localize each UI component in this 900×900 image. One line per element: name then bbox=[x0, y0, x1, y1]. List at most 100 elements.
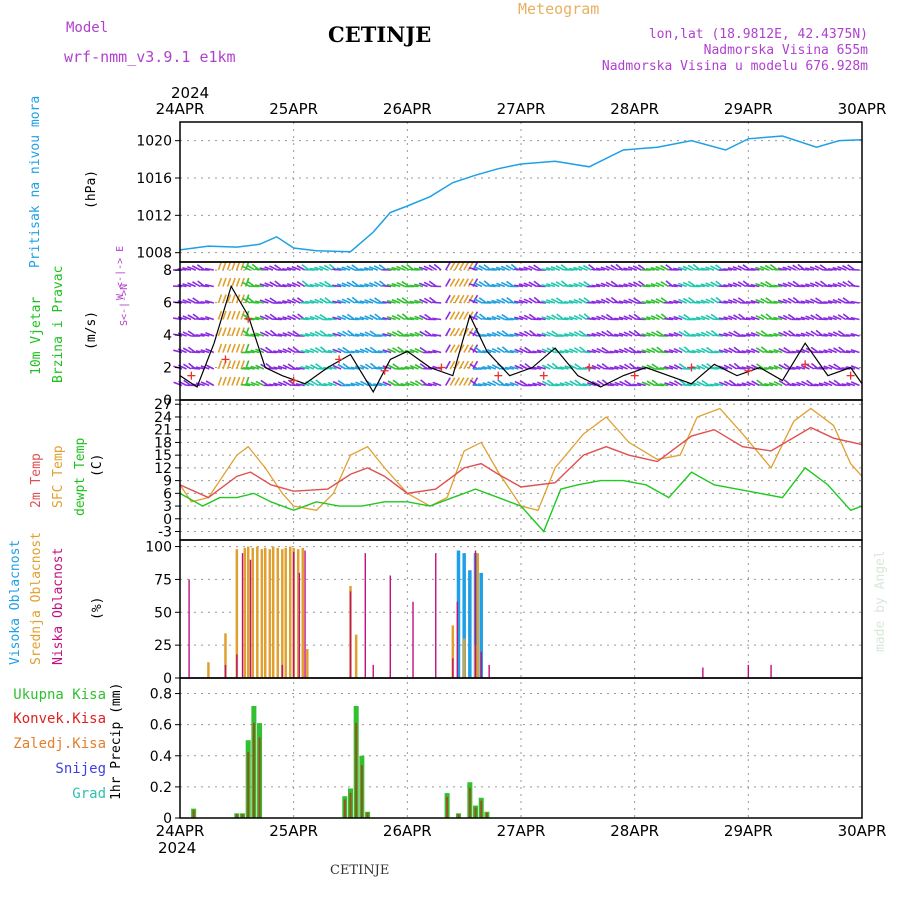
wind-arrow bbox=[651, 331, 660, 337]
wind-arrow bbox=[695, 284, 705, 288]
time-tick-bottom: 29APR bbox=[724, 822, 773, 840]
wind-arrow bbox=[609, 350, 619, 354]
wind-arrow bbox=[745, 333, 756, 337]
cloud-mid-bar bbox=[276, 547, 280, 678]
wind-arrow bbox=[191, 367, 201, 370]
wind-arrow bbox=[691, 317, 701, 321]
wind-arrow bbox=[387, 380, 397, 387]
wind-arrow bbox=[655, 298, 665, 304]
wind-arrow bbox=[796, 381, 806, 387]
wind-arrow bbox=[458, 311, 465, 320]
wind-arrow bbox=[364, 347, 374, 354]
wind-arrow bbox=[245, 350, 255, 354]
wind-arrow bbox=[518, 283, 528, 288]
wind-arrow bbox=[678, 347, 688, 354]
wind-arrow bbox=[195, 350, 205, 354]
wind-arrow bbox=[746, 365, 756, 370]
wind-arrow bbox=[432, 333, 442, 337]
wind-arrow bbox=[463, 278, 470, 287]
wind-arrow bbox=[373, 281, 383, 288]
wind-arrow bbox=[528, 297, 538, 304]
wind-arrow bbox=[468, 266, 478, 271]
wind-arrow bbox=[691, 301, 701, 304]
wind-arrow bbox=[583, 264, 592, 271]
wind-arrow bbox=[404, 333, 415, 337]
wind-arrow bbox=[732, 266, 742, 271]
wind-arrow bbox=[310, 364, 319, 370]
cloud-low-bar bbox=[236, 654, 238, 678]
wind-arrow bbox=[555, 281, 565, 288]
wind-arrow bbox=[346, 281, 356, 288]
precip-conv-bar bbox=[247, 751, 250, 818]
wind-arrow bbox=[773, 316, 783, 321]
wind-arrow bbox=[814, 367, 824, 370]
wind-arrow bbox=[723, 364, 733, 370]
wind-arrow bbox=[254, 284, 264, 288]
wind-arrow bbox=[445, 344, 451, 353]
cloud-low-bar bbox=[298, 572, 301, 678]
cloud-low-bar bbox=[474, 550, 477, 678]
wind-arrow bbox=[660, 281, 669, 288]
wind-arrow bbox=[828, 348, 838, 354]
wind-arrow bbox=[601, 314, 610, 321]
wind-arrow bbox=[222, 327, 227, 337]
wind-arrow bbox=[200, 300, 210, 304]
wind-arrow bbox=[486, 316, 496, 321]
wind-arrow bbox=[486, 348, 496, 354]
time-tick-top: 26APR bbox=[383, 100, 432, 118]
wind-arrow bbox=[705, 282, 715, 288]
wind-arrow bbox=[309, 283, 319, 288]
wind-arrow bbox=[800, 332, 810, 337]
wind-arrow bbox=[845, 317, 855, 321]
y-tick-label: 25 bbox=[154, 638, 172, 654]
wind-arrow bbox=[532, 366, 542, 370]
wind-arrow bbox=[550, 266, 560, 271]
wind-arrow bbox=[458, 377, 465, 386]
wind-arrow bbox=[591, 268, 601, 271]
wind-arrow bbox=[182, 267, 192, 271]
wind-arrow bbox=[195, 366, 205, 370]
wind-arrow bbox=[823, 317, 833, 321]
precip-conv-bar bbox=[366, 812, 369, 818]
wind-arrow bbox=[222, 294, 227, 304]
wind-arrow bbox=[337, 331, 347, 337]
wind-arrow bbox=[254, 268, 264, 271]
wind-arrow bbox=[296, 264, 306, 271]
wind-arrow bbox=[609, 382, 619, 387]
y-tick-label: 4 bbox=[163, 328, 172, 344]
wind-arrow bbox=[413, 267, 424, 271]
wind-arrow bbox=[673, 315, 683, 321]
wind-arrow bbox=[217, 376, 223, 386]
wind-arrow bbox=[714, 382, 724, 387]
wind-arrow bbox=[554, 367, 565, 370]
wind-arrow bbox=[277, 285, 287, 288]
wind-arrow bbox=[619, 364, 628, 370]
y-tick-label: 0 bbox=[163, 811, 172, 827]
wind-arrow bbox=[723, 380, 733, 387]
wind-arrow bbox=[805, 331, 815, 337]
wind-arrow bbox=[226, 310, 232, 320]
wind-arrow bbox=[454, 344, 460, 353]
cloud-low-bar bbox=[452, 658, 454, 678]
wind-arrow bbox=[304, 284, 314, 288]
wind-arrow bbox=[791, 334, 801, 337]
wind-arrow bbox=[359, 300, 369, 304]
wind-arrow bbox=[564, 333, 574, 337]
wind-arrow bbox=[700, 315, 710, 321]
wind-arrow bbox=[695, 268, 705, 271]
wind-arrow bbox=[773, 380, 783, 387]
wind-arrow bbox=[732, 298, 742, 304]
wind-arrow bbox=[187, 330, 197, 337]
wind-arrow bbox=[217, 277, 223, 287]
wind-arrow bbox=[414, 331, 424, 337]
wind-arrow bbox=[596, 347, 606, 354]
cloud-low-bar bbox=[364, 553, 366, 678]
wind-arrow bbox=[259, 315, 269, 321]
wind-arrow bbox=[700, 331, 710, 337]
wind-arrow bbox=[823, 285, 833, 288]
wind-arrow bbox=[541, 332, 551, 337]
wind-arrow bbox=[800, 300, 810, 304]
wind-arrow bbox=[244, 327, 250, 337]
wind-arrow bbox=[433, 263, 442, 271]
wind-arrow bbox=[736, 367, 746, 370]
